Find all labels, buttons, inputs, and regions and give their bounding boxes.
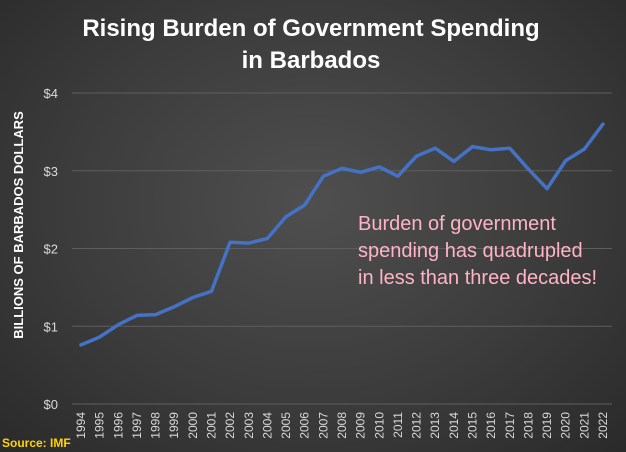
x-tick-label: 2019	[540, 412, 554, 439]
y-tick-label: $1	[44, 319, 58, 334]
x-tick-label: 2004	[260, 412, 274, 439]
x-tick-label: 2008	[335, 412, 349, 439]
x-tick-label: 2007	[316, 412, 330, 439]
x-tick-label: 1995	[93, 412, 107, 439]
x-tick-label: 2014	[447, 412, 461, 439]
chart-title-line-2: in Barbados	[242, 47, 381, 74]
source-note: Source: IMF	[2, 436, 71, 450]
y-tick-label: $0	[44, 397, 58, 412]
y-tick-label: $4	[44, 86, 58, 101]
x-tick-label: 2011	[391, 412, 405, 438]
gridlines	[72, 92, 612, 405]
x-tick-label: 2006	[298, 412, 312, 439]
annotation: Burden of government spending has quadru…	[358, 213, 597, 289]
x-tick-label: 2020	[559, 412, 573, 439]
x-tick-label: 2009	[354, 412, 368, 439]
x-tick-label: 1998	[149, 412, 163, 439]
x-tick-label: 2022	[596, 412, 610, 439]
y-axis-label: BILLIONS OF BARBADOS DOLLARS	[11, 111, 26, 339]
x-tick-label: 2021	[577, 412, 591, 439]
x-tick-label: 1997	[130, 412, 144, 439]
x-tick-label: 2016	[484, 412, 498, 439]
x-axis-ticks: 1994 1995 1996 1997 1998 1999 2000 2001 2002 2003…	[74, 412, 610, 439]
x-tick-label: 2010	[372, 412, 386, 439]
x-tick-label: 1994	[74, 412, 88, 439]
series-layer	[79, 122, 605, 347]
chart-title-line-1: Rising Burden of Government Spending	[82, 15, 539, 42]
annotation-line-1: Burden of government	[358, 213, 556, 235]
x-tick-label: 2018	[521, 412, 535, 439]
annotation-line-2: spending has quadrupled	[358, 240, 583, 262]
x-tick-label: 2012	[410, 412, 424, 439]
chart-title: Rising Burden of Government Spending in …	[82, 15, 539, 74]
annotation-line-3: in less than three decades!	[358, 267, 597, 289]
x-tick-label: 2002	[223, 412, 237, 439]
x-tick-label: 1999	[167, 412, 181, 439]
x-tick-label: 2015	[466, 412, 480, 439]
y-tick-label: $3	[44, 164, 58, 179]
x-tick-label: 1996	[111, 412, 125, 439]
y-axis-ticks: $0 $1 $2 $3 $4	[44, 86, 58, 412]
series-line	[79, 122, 605, 347]
x-tick-label: 2003	[242, 412, 256, 439]
x-tick-label: 2017	[503, 412, 517, 439]
x-tick-label: 2001	[205, 412, 219, 439]
x-tick-label: 2005	[279, 412, 293, 439]
x-tick-label: 2000	[186, 412, 200, 439]
y-tick-label: $2	[44, 242, 58, 257]
x-tick-label: 2013	[428, 412, 442, 439]
